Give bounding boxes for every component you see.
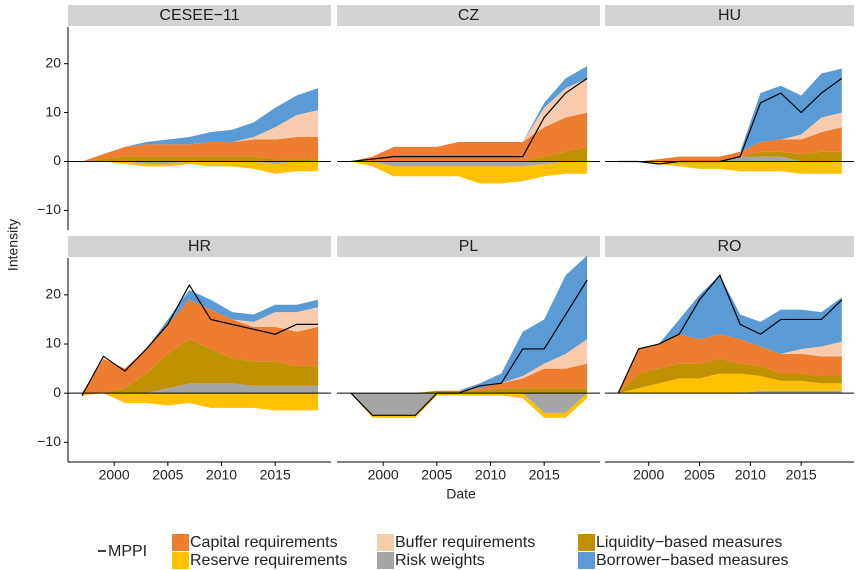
y-tick-label: 0 (53, 384, 61, 400)
y-tick-label: −10 (37, 433, 61, 449)
x-tick-label: 2010 (735, 467, 766, 483)
legend-label: Liquidity−based measures (596, 534, 782, 551)
x-tick-label: 2015 (786, 467, 817, 483)
mppi-line (350, 279, 588, 416)
area (618, 275, 842, 394)
y-tick-label: 10 (45, 335, 61, 351)
area (81, 161, 319, 174)
area (350, 161, 588, 184)
area (81, 156, 319, 162)
x-tick-label: 2005 (684, 467, 715, 483)
x-tick-label: 2015 (260, 467, 291, 483)
mppi-line (617, 274, 843, 394)
area (618, 68, 842, 162)
area (350, 112, 588, 162)
x-tick-label: 2015 (529, 467, 560, 483)
y-tick-label: 0 (53, 152, 61, 168)
strip-title: CESEE−11 (159, 7, 239, 24)
strip-title: HR (188, 238, 211, 255)
strip-title: HU (718, 7, 741, 24)
area (81, 393, 319, 411)
area (618, 161, 842, 174)
y-tick-label: 20 (45, 54, 61, 70)
strip (605, 236, 854, 257)
y-tick-label: 10 (45, 103, 61, 119)
area (81, 289, 319, 394)
area (350, 78, 588, 162)
area (350, 393, 588, 416)
area (81, 110, 319, 162)
strip-title: RO (718, 238, 742, 255)
area (81, 88, 319, 162)
legend-swatch (377, 534, 394, 551)
x-tick-label: 2010 (475, 467, 506, 483)
area (350, 146, 588, 162)
strip-title: PL (459, 238, 479, 255)
legend-label: Capital requirements (190, 534, 338, 551)
y-axis-label: Intensity (5, 219, 21, 271)
mppi-line (350, 77, 588, 163)
area (81, 339, 319, 394)
area (618, 151, 842, 162)
strip (605, 5, 854, 26)
mppi-line (618, 77, 843, 165)
area (350, 66, 588, 162)
area (350, 363, 588, 394)
legend-label: Risk weights (395, 552, 485, 569)
legend-label: Borrower−based measures (596, 552, 789, 569)
area (618, 390, 842, 394)
strip (68, 236, 331, 257)
area (350, 161, 588, 167)
x-axis-label: Date (446, 486, 476, 502)
area (81, 161, 319, 164)
x-tick-label: 2005 (152, 467, 183, 483)
area (350, 339, 588, 394)
area (618, 127, 842, 162)
area (350, 255, 588, 394)
strip-title: CZ (458, 7, 480, 24)
mppi-line (81, 283, 319, 396)
x-tick-label: 2000 (99, 467, 130, 483)
y-tick-label: 20 (45, 286, 61, 302)
legend-swatch (578, 534, 595, 551)
legend-swatch (578, 552, 595, 569)
area (81, 299, 319, 394)
area (350, 393, 588, 418)
strip (68, 5, 331, 26)
area (81, 299, 319, 394)
x-tick-label: 2005 (421, 467, 452, 483)
area (618, 358, 842, 394)
legend-swatch (377, 552, 394, 569)
strip (337, 5, 600, 26)
legend-swatch (172, 534, 189, 551)
x-tick-label: 2010 (206, 467, 237, 483)
legend-swatch (172, 552, 189, 569)
legend-label: MPPI (108, 543, 147, 560)
area (81, 137, 319, 162)
legend-label: Reserve requirements (190, 552, 347, 569)
y-tick-label: −10 (37, 201, 61, 217)
area (618, 112, 842, 162)
area (618, 373, 842, 394)
strip (337, 236, 600, 257)
x-tick-label: 2000 (368, 467, 399, 483)
x-tick-label: 2000 (633, 467, 664, 483)
legend-label: Buffer requirements (395, 534, 535, 551)
area (618, 334, 842, 394)
